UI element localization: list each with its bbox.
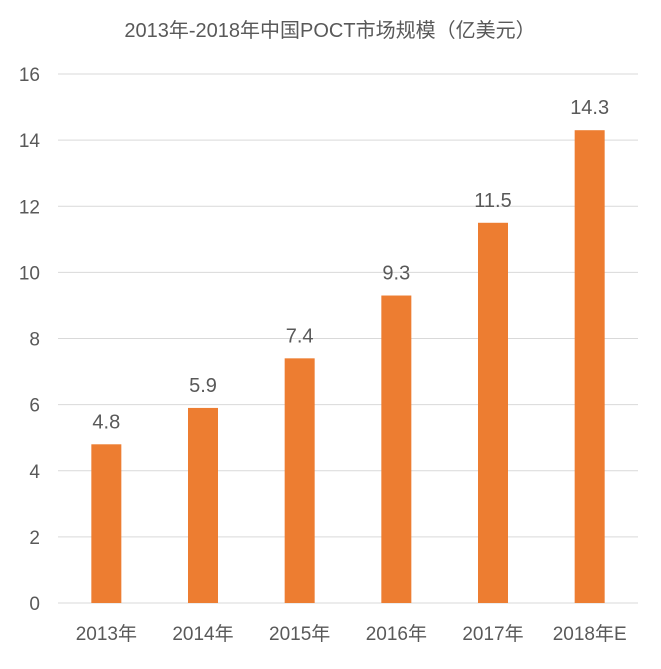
y-tick-label: 16 xyxy=(19,65,40,86)
data-label: 4.8 xyxy=(92,411,120,433)
x-tick-label: 2014年 xyxy=(172,623,233,645)
bars xyxy=(91,130,605,604)
x-tick-label: 2017年 xyxy=(462,623,523,645)
y-tick-label: 2 xyxy=(29,528,40,549)
data-label: 11.5 xyxy=(474,190,511,212)
x-tick-label: 2018年E xyxy=(553,623,627,645)
x-axis-ticks: 2013年 2014年 2015年 2016年 2017年 2018年E xyxy=(76,623,627,645)
x-tick-label: 2016年 xyxy=(366,623,427,645)
y-tick-label: 0 xyxy=(29,594,40,615)
y-tick-label: 6 xyxy=(29,396,40,417)
data-label: 14.3 xyxy=(570,97,609,119)
bar xyxy=(478,222,508,603)
y-tick-label: 8 xyxy=(29,330,40,351)
y-tick-label: 14 xyxy=(19,131,41,152)
data-labels: 4.8 5.9 7.4 9.3 11.5 14.3 xyxy=(92,97,609,433)
bar xyxy=(91,444,122,603)
gridlines xyxy=(58,73,638,604)
bar xyxy=(284,358,315,603)
y-axis-ticks: 0 2 4 6 8 10 12 14 16 xyxy=(19,65,41,615)
y-tick-label: 12 xyxy=(19,197,40,218)
data-label: 5.9 xyxy=(189,375,217,397)
x-tick-label: 2013年 xyxy=(76,623,137,645)
y-tick-label: 4 xyxy=(29,462,40,483)
data-label: 9.3 xyxy=(382,263,410,285)
chart-title: 2013年-2018年中国POCT市场规模（亿美元） xyxy=(124,19,535,42)
x-tick-label: 2015年 xyxy=(269,623,330,645)
y-tick-label: 10 xyxy=(19,263,40,284)
bar xyxy=(381,295,412,603)
bar xyxy=(188,407,218,603)
data-label: 7.4 xyxy=(286,325,314,347)
bar xyxy=(574,130,605,604)
